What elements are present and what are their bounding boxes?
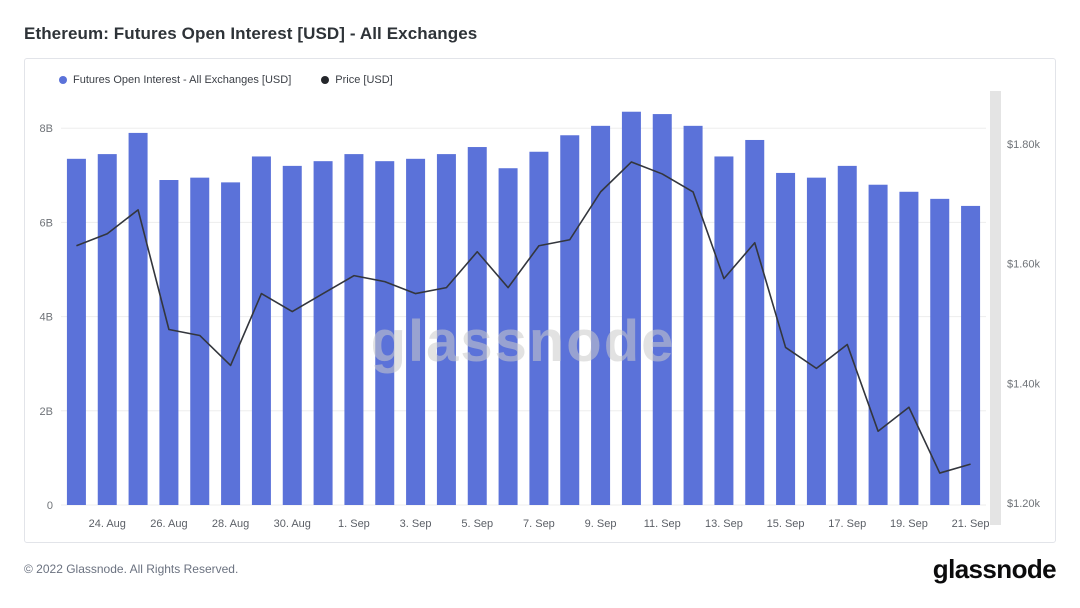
price-dot-icon [321, 75, 330, 84]
oi-bar [344, 154, 364, 505]
oi-bar [282, 165, 302, 505]
footer: © 2022 Glassnode. All Rights Reserved. g… [24, 543, 1057, 595]
chart-legend: Futures Open Interest - All Exchanges [U… [25, 59, 1055, 89]
oi-bar [930, 198, 950, 505]
oi-bar [560, 135, 580, 505]
oi-bar [97, 154, 117, 505]
svg-text:$1.20k: $1.20k [1007, 498, 1041, 510]
svg-text:0: 0 [47, 500, 53, 512]
svg-text:8B: 8B [40, 123, 53, 135]
oi-bar [66, 158, 86, 505]
svg-text:24. Aug: 24. Aug [89, 518, 126, 530]
oi-bar [683, 125, 703, 505]
oi-bar [591, 125, 611, 505]
legend-item-price[interactable]: Price [USD] [321, 73, 393, 86]
oi-bar [529, 151, 549, 505]
svg-text:5. Sep: 5. Sep [461, 518, 493, 530]
svg-text:15. Sep: 15. Sep [767, 518, 805, 530]
svg-text:30. Aug: 30. Aug [274, 518, 311, 530]
svg-text:$1.40k: $1.40k [1007, 378, 1041, 390]
oi-bar [899, 191, 919, 505]
oi-bar [498, 168, 518, 505]
oi-bar [806, 177, 826, 505]
oi-bar [436, 154, 456, 505]
svg-text:11. Sep: 11. Sep [644, 518, 681, 530]
svg-text:9. Sep: 9. Sep [585, 518, 617, 530]
oi-bar [837, 165, 857, 505]
svg-text:3. Sep: 3. Sep [400, 518, 432, 530]
legend-item-label: Futures Open Interest - All Exchanges [U… [73, 73, 292, 86]
oi-bar [406, 158, 426, 505]
oi-bar [251, 156, 271, 505]
open-interest-dot-icon [59, 75, 67, 84]
svg-text:$1.80k: $1.80k [1007, 139, 1041, 151]
legend-item-open-interest[interactable]: Futures Open Interest - All Exchanges [U… [59, 74, 291, 86]
svg-text:2B: 2B [40, 406, 53, 418]
price-line [76, 161, 971, 474]
svg-text:13. Sep: 13. Sep [705, 518, 743, 530]
svg-text:6B: 6B [40, 217, 53, 229]
svg-text:$1.60k: $1.60k [1007, 259, 1041, 271]
svg-text:19. Sep: 19. Sep [890, 518, 928, 530]
oi-bar [714, 156, 734, 505]
copyright-text: © 2022 Glassnode. All Rights Reserved. [24, 562, 239, 576]
page-title: Ethereum: Futures Open Interest [USD] - … [24, 24, 478, 43]
svg-text:28. Aug: 28. Aug [212, 518, 249, 530]
chart-svg[interactable]: 0 2B 4B 6B 8B $1.20k $1.40k $1.60k $1.80k glassno… [25, 89, 1055, 539]
oi-bar [745, 139, 765, 505]
glassnode-logo[interactable]: glassnode [932, 553, 1057, 584]
oi-bar [128, 132, 148, 505]
svg-text:4B: 4B [40, 312, 53, 324]
svg-text:7. Sep: 7. Sep [523, 518, 555, 530]
oi-bar [221, 182, 241, 505]
oi-bar [652, 114, 672, 505]
svg-text:26. Aug: 26. Aug [150, 518, 187, 530]
oi-bar [375, 161, 395, 506]
chart-card: Futures Open Interest - All Exchanges [U… [24, 58, 1056, 543]
oi-bar [868, 184, 888, 505]
oi-bar [159, 180, 179, 505]
oi-bar [313, 161, 333, 506]
right-axis-strip [990, 91, 1001, 525]
svg-text:17. Sep: 17. Sep [828, 518, 866, 530]
oi-bar [621, 111, 641, 505]
oi-bar [467, 147, 487, 505]
oi-bar [961, 205, 981, 506]
watermark-text: glassnode [371, 309, 676, 374]
svg-text:21. Sep: 21. Sep [952, 518, 990, 530]
oi-bar [190, 177, 210, 505]
svg-text:1. Sep: 1. Sep [338, 518, 370, 530]
oi-bar [776, 172, 796, 505]
legend-item-label: Price [USD] [335, 73, 393, 86]
